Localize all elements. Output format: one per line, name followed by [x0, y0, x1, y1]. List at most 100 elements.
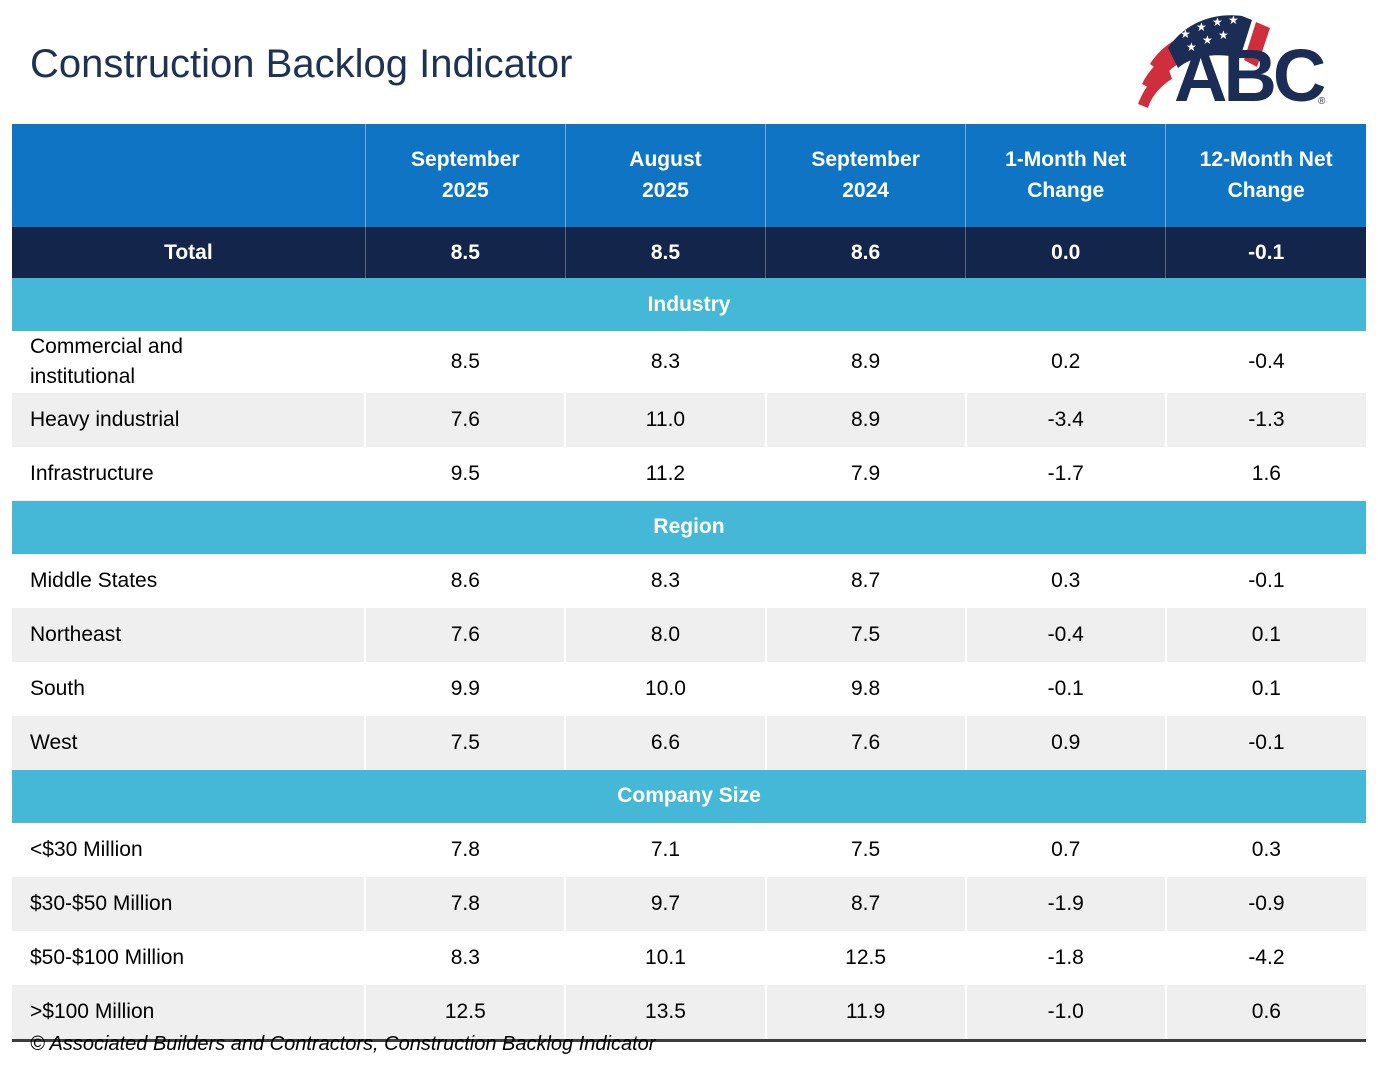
- cell-value: 9.7: [564, 876, 766, 931]
- cell-value: -1.3: [1164, 392, 1366, 447]
- total-row: Total 8.5 8.5 8.6 0.0 -0.1: [12, 227, 1366, 278]
- cell-value: 7.5: [764, 607, 966, 662]
- svg-text:★: ★: [1186, 40, 1197, 54]
- us-flag-icon: ★ ★ ★ ★ ★ ★ ★: [1138, 13, 1270, 108]
- section-header-region: Region: [12, 500, 1366, 554]
- cell-value: -0.9: [1164, 876, 1366, 931]
- cell-value: -1.9: [964, 876, 1166, 931]
- copyright-note: © Associated Builders and Contractors, C…: [30, 1033, 656, 1055]
- section-header-industry: Industry: [12, 278, 1366, 331]
- section-header-company-size: Company Size: [12, 769, 1366, 823]
- cell-value: 1.6: [1164, 446, 1366, 501]
- column-header-sep-2025: September 2025: [364, 124, 566, 227]
- cell-value: 6.6: [564, 715, 766, 770]
- table-row: >$100 Million 12.5 13.5 11.9 -1.0 0.6: [12, 984, 1366, 1041]
- section-header-row: Industry: [12, 278, 1366, 331]
- cell-value: 8.6: [364, 553, 566, 608]
- cell-value: -0.1: [1164, 553, 1366, 608]
- row-label: <$30 Million: [12, 822, 366, 877]
- cell-value: 0.6: [1164, 984, 1366, 1041]
- row-label: South: [12, 661, 366, 716]
- svg-text:★: ★: [1180, 27, 1191, 41]
- cell-value: 7.6: [764, 715, 966, 770]
- cell-value: 10.0: [564, 661, 766, 716]
- cell-value: -0.1: [1165, 227, 1366, 278]
- cell-value: -1.7: [964, 446, 1166, 501]
- table-row: South 9.9 10.0 9.8 -0.1 0.1: [12, 661, 1366, 716]
- cell-value: 0.7: [964, 822, 1166, 877]
- table-row: West 7.5 6.6 7.6 0.9 -0.1: [12, 715, 1366, 770]
- cell-value: 8.0: [564, 607, 766, 662]
- logo-text: ABC: [1174, 34, 1325, 112]
- cell-value: 11.0: [564, 392, 766, 447]
- column-header-blank: [12, 124, 366, 227]
- svg-text:★: ★: [1196, 20, 1207, 34]
- cell-value: 8.9: [764, 392, 966, 447]
- cell-value: 10.1: [564, 930, 766, 985]
- cell-value: 8.5: [364, 227, 566, 278]
- cell-value: 0.1: [1164, 607, 1366, 662]
- table-row: Infrastructure 9.5 11.2 7.9 -1.7 1.6: [12, 446, 1366, 501]
- svg-text:★: ★: [1212, 15, 1223, 29]
- row-label: $30-$50 Million: [12, 876, 366, 931]
- table-row: <$30 Million 7.8 7.1 7.5 0.7 0.3: [12, 822, 1366, 877]
- column-header-12-month: 12-Month Net Change: [1165, 124, 1366, 227]
- cell-value: -0.4: [1164, 331, 1366, 393]
- row-label: Heavy industrial: [12, 392, 366, 447]
- row-label: >$100 Million: [12, 984, 366, 1041]
- row-label: Northeast: [12, 607, 366, 662]
- cell-value: 8.3: [564, 553, 766, 608]
- cell-value: 7.8: [364, 822, 566, 877]
- cell-value: 7.6: [364, 607, 566, 662]
- cell-value: -1.0: [964, 984, 1166, 1041]
- table-row: $30-$50 Million 7.8 9.7 8.7 -1.9 -0.9: [12, 876, 1366, 931]
- svg-text:★: ★: [1228, 13, 1239, 27]
- cell-value: -0.1: [964, 661, 1166, 716]
- table-row: Heavy industrial 7.6 11.0 8.9 -3.4 -1.3: [12, 392, 1366, 447]
- svg-text:★: ★: [1218, 28, 1229, 42]
- cell-value: -0.4: [964, 607, 1166, 662]
- cell-value: 0.2: [964, 331, 1166, 393]
- cell-value: 8.5: [564, 227, 766, 278]
- svg-text:★: ★: [1202, 33, 1213, 47]
- abc-logo: ★ ★ ★ ★ ★ ★ ★ ABC ®: [1138, 13, 1329, 112]
- section-header-row: Company Size: [12, 769, 1366, 823]
- row-label: Total: [12, 227, 366, 278]
- cell-value: 0.3: [1164, 822, 1366, 877]
- column-header-aug-2025: August 2025: [564, 124, 766, 227]
- cell-value: 11.2: [564, 446, 766, 501]
- cell-value: 8.3: [564, 331, 766, 393]
- row-label: Infrastructure: [12, 446, 366, 501]
- cell-value: 8.9: [764, 331, 966, 393]
- cell-value: 13.5: [564, 984, 766, 1041]
- cell-value: 9.8: [764, 661, 966, 716]
- cell-value: 12.5: [764, 930, 966, 985]
- row-label: West: [12, 715, 366, 770]
- cell-value: 7.8: [364, 876, 566, 931]
- cell-value: 8.5: [364, 331, 566, 393]
- column-header-sep-2024: September 2024: [765, 124, 966, 227]
- cell-value: 7.5: [764, 822, 966, 877]
- cell-value: -4.2: [1164, 930, 1366, 985]
- cell-value: 9.5: [364, 446, 566, 501]
- cell-value: 8.7: [764, 553, 966, 608]
- table-row: Middle States 8.6 8.3 8.7 0.3 -0.1: [12, 553, 1366, 608]
- registered-mark: ®: [1318, 96, 1326, 107]
- cell-value: 8.3: [364, 930, 566, 985]
- cell-value: 7.6: [364, 392, 566, 447]
- table-row: Commercial and institutional 8.5 8.3 8.9…: [12, 331, 1366, 393]
- cell-value: 0.9: [964, 715, 1166, 770]
- cell-value: 12.5: [364, 984, 566, 1041]
- cell-value: 0.0: [965, 227, 1166, 278]
- section-header-row: Region: [12, 500, 1366, 554]
- page-title: Construction Backlog Indicator: [30, 42, 573, 86]
- cell-value: 7.1: [564, 822, 766, 877]
- cell-value: 7.5: [364, 715, 566, 770]
- row-label: Middle States: [12, 553, 366, 608]
- row-label: Commercial and institutional: [12, 331, 366, 393]
- cell-value: 0.1: [1164, 661, 1366, 716]
- cell-value: -3.4: [964, 392, 1166, 447]
- cell-value: -0.1: [1164, 715, 1366, 770]
- cell-value: 0.3: [964, 553, 1166, 608]
